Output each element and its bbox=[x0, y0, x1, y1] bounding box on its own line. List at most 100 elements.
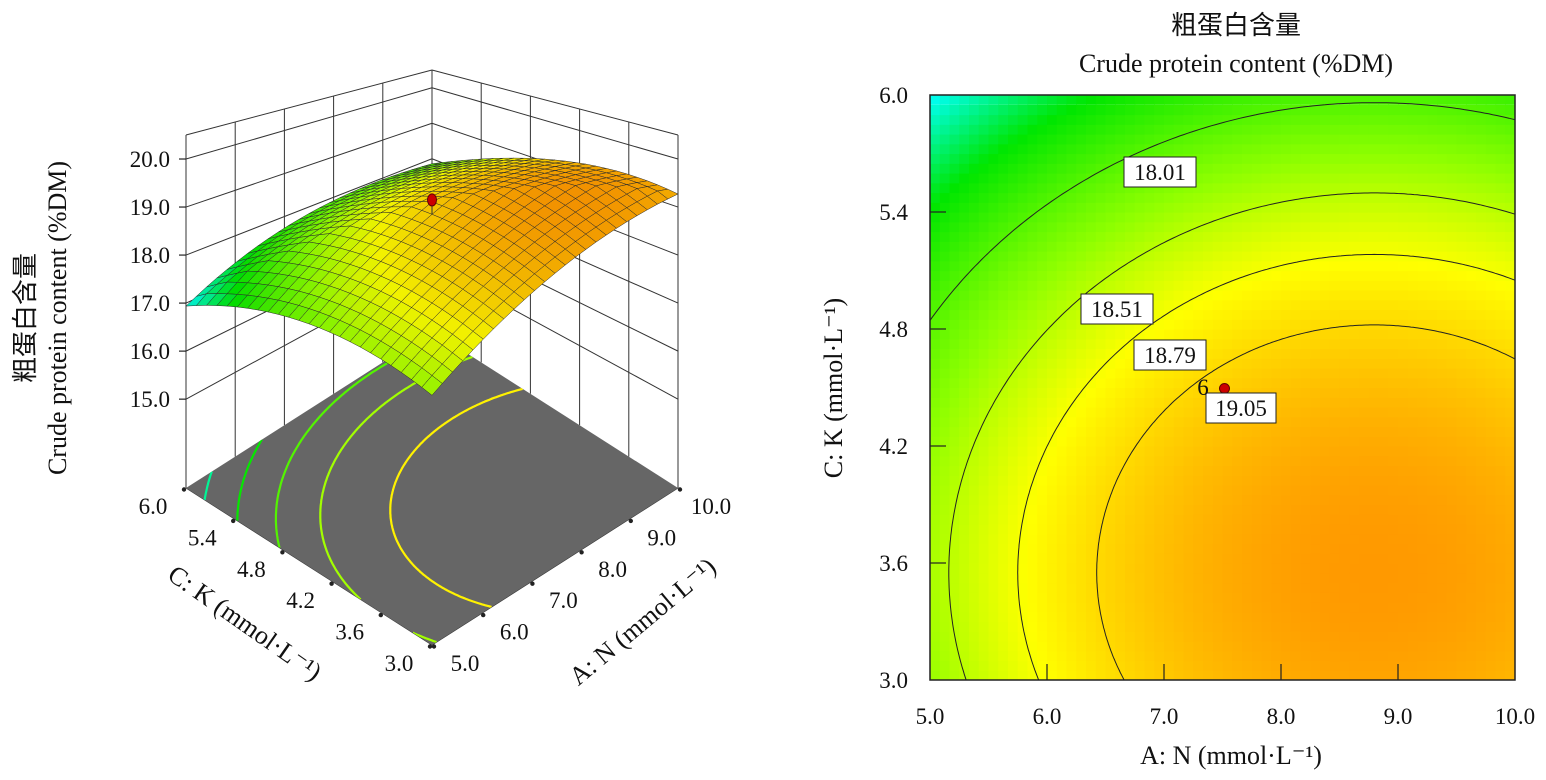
heat-cell bbox=[1378, 358, 1389, 369]
heat-cell bbox=[1134, 397, 1146, 408]
heat-cell bbox=[998, 407, 1009, 418]
heat-cell bbox=[978, 338, 990, 350]
heat-cell bbox=[1476, 387, 1487, 398]
heat-cell bbox=[1417, 446, 1428, 457]
heat-cell bbox=[1407, 397, 1419, 408]
heat-cell bbox=[1017, 602, 1029, 613]
heat-cell bbox=[1203, 163, 1214, 174]
heat-cell bbox=[1037, 572, 1048, 584]
heat-cell bbox=[939, 553, 951, 564]
heat-cell bbox=[998, 621, 1009, 632]
heat-cell bbox=[949, 436, 960, 447]
heat-cell bbox=[1378, 290, 1389, 301]
heat-cell bbox=[1427, 446, 1438, 457]
heat-cell bbox=[1446, 309, 1458, 320]
heat-cell bbox=[1047, 153, 1058, 164]
contour-line bbox=[1096, 324, 1515, 680]
contour-plot: 粗蛋白含量 Crude protein content (%DM) 5.0 6.0… bbox=[819, 11, 1535, 770]
heat-cell bbox=[1466, 465, 1477, 476]
heat-cell bbox=[1076, 221, 1087, 233]
heat-cell bbox=[1037, 397, 1048, 408]
heat-cell bbox=[1349, 319, 1360, 330]
heat-cell bbox=[969, 592, 980, 603]
heat-cell bbox=[1407, 670, 1419, 680]
heat-cell bbox=[1047, 533, 1058, 545]
heat-cell bbox=[1329, 553, 1341, 564]
heat-cell bbox=[998, 212, 1009, 223]
heat-cell bbox=[1320, 650, 1331, 662]
heat-cell bbox=[1427, 329, 1438, 340]
heat-cell bbox=[1183, 387, 1194, 398]
heat-cell bbox=[1144, 426, 1155, 437]
heat-cell bbox=[1407, 290, 1419, 301]
heat-cell bbox=[939, 446, 951, 457]
heat-cell bbox=[1446, 358, 1458, 369]
heat-cell bbox=[1212, 173, 1224, 184]
heat-cell bbox=[1095, 143, 1107, 155]
heat-cell bbox=[1183, 465, 1194, 476]
heat-cell bbox=[1398, 153, 1409, 164]
heat-cell bbox=[969, 163, 980, 174]
heat-cell bbox=[1144, 270, 1155, 281]
heat-cell bbox=[1037, 582, 1048, 593]
heat-cell bbox=[1290, 114, 1302, 125]
heat-cell bbox=[1183, 426, 1194, 437]
heat-cell bbox=[1495, 592, 1506, 603]
heat-cell bbox=[969, 602, 980, 613]
heat-cell bbox=[1173, 602, 1185, 613]
heat-cell bbox=[939, 543, 951, 554]
heat-cell bbox=[939, 251, 951, 262]
heat-cell bbox=[1446, 95, 1458, 105]
heat-cell bbox=[1193, 660, 1204, 671]
heat-cell bbox=[1203, 582, 1214, 593]
heat-cell bbox=[1485, 221, 1497, 233]
heat-cell bbox=[1251, 143, 1263, 155]
heat-cell bbox=[1290, 251, 1302, 262]
heat-cell bbox=[1398, 650, 1409, 662]
heat-cell bbox=[1203, 104, 1214, 116]
heat-cell bbox=[1076, 602, 1087, 613]
heat-cell bbox=[1407, 563, 1419, 574]
heat-cell bbox=[1290, 387, 1302, 398]
heat-cell bbox=[1008, 514, 1019, 525]
heat-cell bbox=[1086, 504, 1097, 515]
heat-cell bbox=[1183, 436, 1194, 447]
heat-cell bbox=[1466, 582, 1477, 593]
heat-cell bbox=[978, 104, 990, 116]
heat-cell bbox=[1144, 543, 1155, 554]
heat-cell bbox=[1446, 475, 1458, 486]
heat-cell bbox=[1417, 475, 1428, 486]
heat-cell bbox=[1086, 611, 1097, 623]
heat-cell bbox=[1339, 504, 1350, 515]
heat-cell bbox=[978, 553, 990, 564]
heat-cell bbox=[959, 426, 970, 437]
heat-cell bbox=[1125, 611, 1136, 623]
heat-cell bbox=[1359, 407, 1370, 418]
heat-cell bbox=[1115, 494, 1126, 506]
heat-cell bbox=[1485, 270, 1497, 281]
heat-cell bbox=[1027, 660, 1038, 671]
heat-cell bbox=[949, 368, 960, 379]
heat-cell bbox=[1251, 319, 1263, 330]
heat-cell bbox=[1456, 260, 1467, 272]
heat-cell bbox=[1359, 241, 1370, 252]
heat-cell bbox=[1407, 475, 1419, 486]
heat-cell bbox=[1261, 329, 1272, 340]
heat-cell bbox=[1466, 290, 1477, 301]
heat-cell bbox=[1095, 95, 1107, 105]
heat-cell bbox=[988, 572, 999, 584]
heat-cell bbox=[1066, 368, 1077, 379]
heat-cell bbox=[1183, 572, 1194, 584]
heat-cell bbox=[1066, 592, 1077, 603]
heat-cell bbox=[1300, 221, 1311, 233]
heat-cell bbox=[1476, 163, 1487, 174]
heat-cell bbox=[1446, 592, 1458, 603]
heat-cell bbox=[1095, 631, 1107, 642]
heat-cell bbox=[1076, 524, 1087, 535]
heat-cell bbox=[930, 524, 941, 535]
heat-cell bbox=[1368, 124, 1380, 135]
heat-cell bbox=[959, 134, 970, 145]
heat-cell bbox=[1154, 572, 1165, 584]
heat-cell bbox=[1037, 338, 1048, 350]
heat-cell bbox=[1476, 436, 1487, 447]
